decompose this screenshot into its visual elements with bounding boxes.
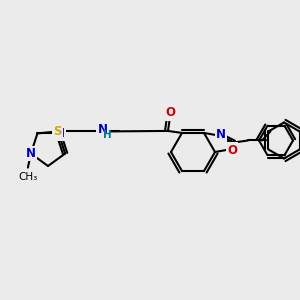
Text: CH₃: CH₃ [18,172,38,182]
Text: N: N [26,147,36,160]
Text: H: H [103,130,112,140]
Text: N: N [98,123,107,136]
Text: O: O [165,106,175,119]
Text: S: S [53,125,62,138]
Text: N: N [216,128,226,141]
Text: N: N [55,127,64,140]
Text: O: O [227,143,237,157]
